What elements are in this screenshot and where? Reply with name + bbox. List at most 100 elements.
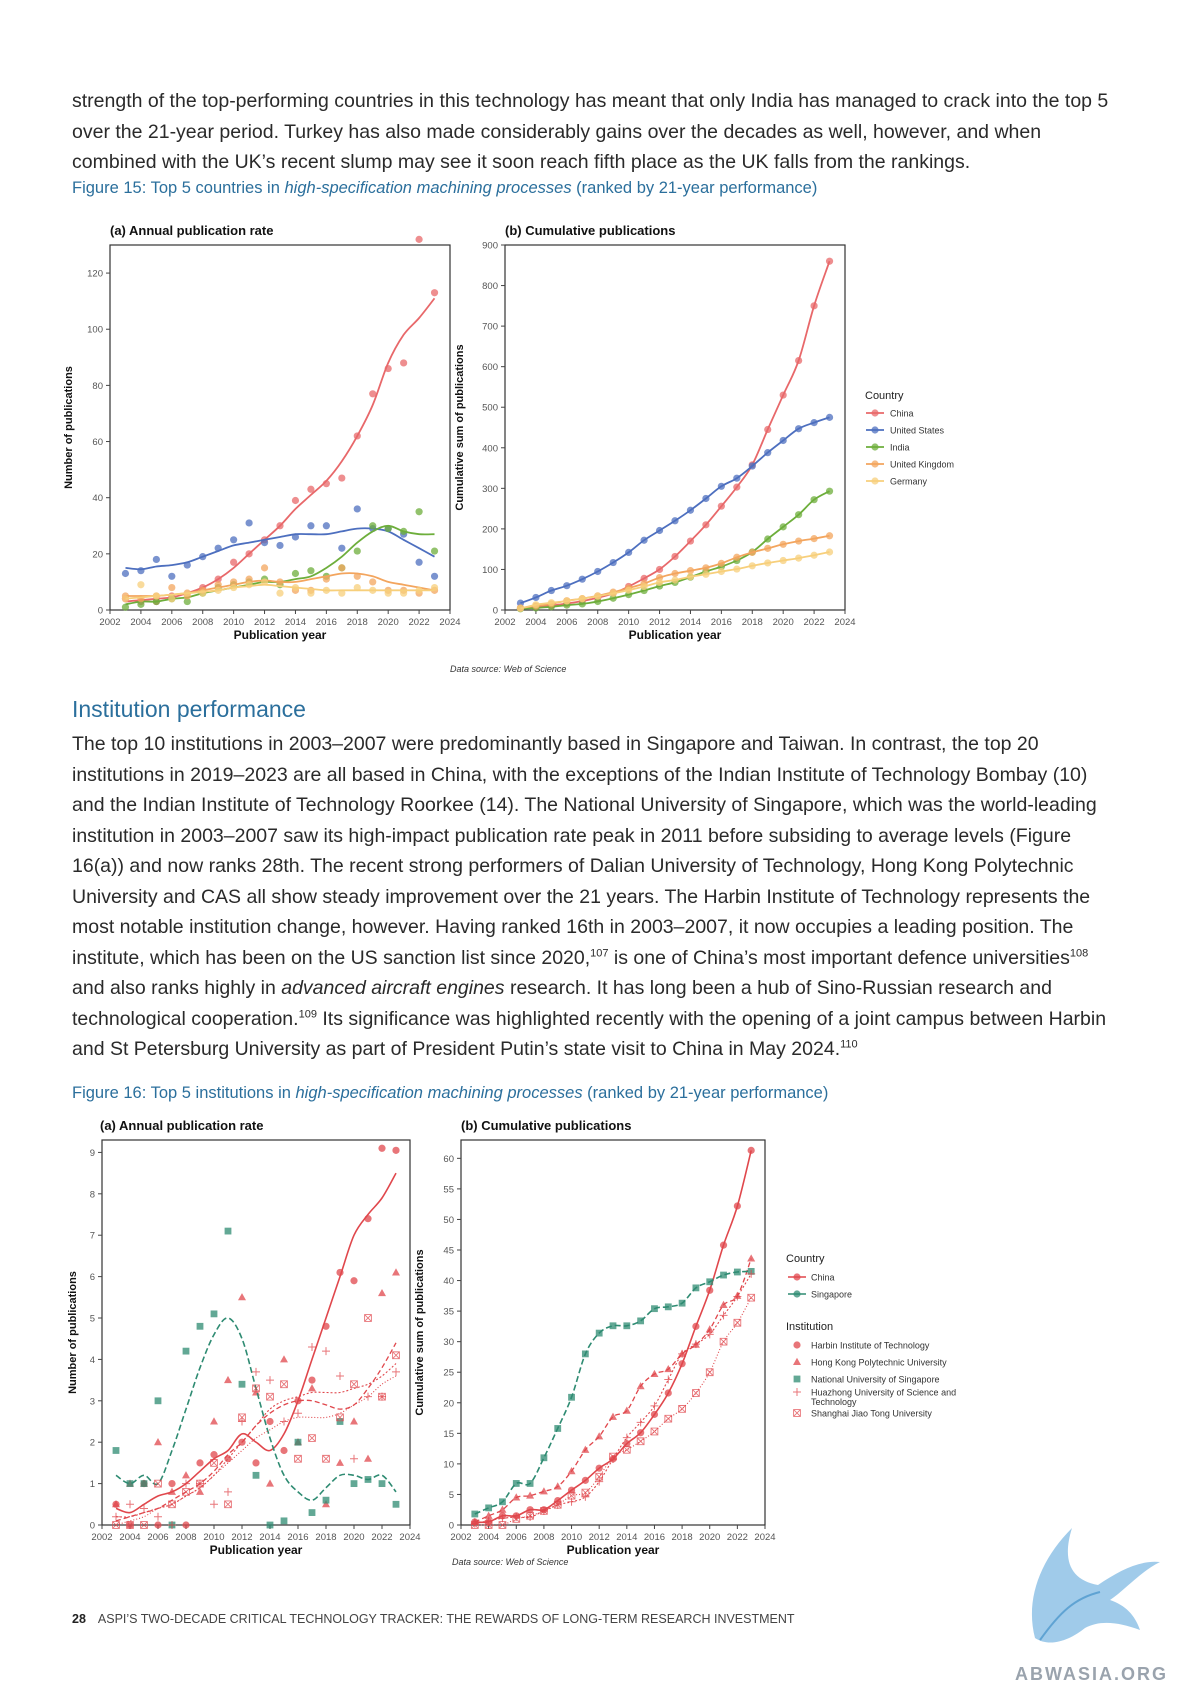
series-line — [125, 297, 436, 603]
data-point — [276, 541, 284, 550]
data-point — [291, 496, 300, 505]
x-tick-label: 2020 — [773, 617, 794, 628]
data-point — [733, 1318, 742, 1327]
x-tick-label: 2006 — [506, 1532, 527, 1543]
x-tick-label: 2024 — [754, 1532, 775, 1543]
data-point — [338, 474, 346, 482]
data-point — [392, 1367, 400, 1376]
data-point — [280, 1355, 288, 1363]
data-point — [140, 1480, 148, 1488]
data-point — [121, 595, 130, 603]
x-tick-label: 2022 — [727, 1532, 748, 1543]
x-tick-label: 2016 — [316, 617, 337, 628]
series-line — [115, 1342, 397, 1522]
body-part-2: is one of China’s most important defence… — [608, 946, 1070, 969]
legend-key-marker — [871, 443, 879, 451]
series-line — [520, 416, 830, 604]
x-tick-label: 2004 — [119, 1532, 140, 1543]
data-point — [266, 1376, 274, 1385]
x-tick-label: 2006 — [147, 1532, 168, 1543]
y-tick-label: 400 — [482, 443, 498, 454]
data-point — [280, 1380, 288, 1389]
y-tick-label: 0 — [449, 1521, 454, 1532]
data-point — [210, 1500, 218, 1509]
series-line — [474, 1297, 752, 1526]
data-point — [140, 1504, 148, 1513]
data-point — [430, 583, 439, 592]
data-point — [484, 1521, 493, 1529]
y-tick-label: 45 — [443, 1246, 454, 1257]
data-point — [121, 603, 130, 611]
plot-frame — [101, 1139, 411, 1526]
legend-label: United Kingdom — [890, 460, 954, 470]
data-point — [199, 589, 207, 597]
x-tick-label: 2016 — [711, 617, 732, 628]
data-point — [210, 1451, 218, 1459]
legend-key-marker — [793, 1273, 801, 1281]
data-point — [336, 1418, 344, 1425]
data-point — [322, 1454, 330, 1463]
legend-key-marker — [871, 409, 879, 417]
footnote-ref-109[interactable]: 109 — [298, 1008, 317, 1020]
data-point — [252, 1384, 260, 1393]
data-point — [307, 485, 315, 493]
data-point — [430, 289, 439, 297]
x-tick-label: 2022 — [409, 617, 430, 628]
y-axis-label: Cumulative sum of publications — [454, 344, 466, 510]
legend-key-marker — [871, 426, 879, 434]
data-point — [266, 1392, 274, 1401]
data-point — [338, 564, 346, 572]
data-point — [350, 1480, 358, 1488]
footnote-ref-110[interactable]: 110 — [840, 1038, 858, 1051]
y-tick-label: 0 — [90, 1521, 95, 1532]
data-point — [126, 1480, 134, 1488]
data-point — [260, 564, 269, 572]
data-point — [512, 1480, 520, 1487]
x-tick-label: 2006 — [161, 617, 182, 628]
legend-key-marker — [793, 1375, 801, 1383]
data-point — [112, 1447, 120, 1454]
data-point — [678, 1405, 686, 1413]
data-point — [581, 1492, 590, 1501]
data-point — [291, 569, 300, 578]
body-part-1: The top 10 institutions in 2003–2007 wer… — [72, 733, 1097, 969]
y-tick-label: 40 — [92, 493, 103, 504]
data-point — [168, 1487, 176, 1495]
footnote-ref-107[interactable]: 107 — [590, 947, 609, 959]
x-tick-label: 2020 — [699, 1532, 720, 1543]
data-point — [322, 1500, 330, 1508]
data-point — [224, 1487, 232, 1496]
y-tick-label: 600 — [482, 362, 498, 373]
data-point — [415, 558, 423, 566]
data-point — [369, 390, 377, 398]
legend-key-marker — [793, 1388, 801, 1396]
y-tick-label: 1 — [90, 1479, 95, 1490]
y-tick-label: 35 — [443, 1307, 454, 1318]
data-point — [280, 1417, 288, 1426]
x-tick-label: 2018 — [742, 617, 763, 628]
plot-frame — [109, 244, 451, 611]
legend-label: Shanghai Jiao Tong University — [811, 1409, 932, 1419]
footnote-ref-108[interactable]: 108 — [1069, 947, 1089, 959]
legend-label: Huazhong University of Science and — [811, 1388, 956, 1398]
legend-label: Technology — [811, 1397, 857, 1407]
x-tick-label: 2010 — [561, 1532, 582, 1543]
data-point — [168, 583, 176, 592]
legend-key-marker — [793, 1290, 801, 1298]
figure-15-caption-italic: high-specification machining processes — [284, 179, 572, 197]
x-tick-label: 2006 — [556, 617, 577, 628]
legend-label: China — [890, 409, 914, 419]
data-point — [622, 1433, 631, 1442]
y-tick-label: 0 — [98, 606, 103, 617]
data-point — [308, 1384, 316, 1392]
x-tick-label: 2012 — [589, 1532, 610, 1543]
x-tick-label: 2012 — [254, 617, 275, 628]
legend-label: Singapore — [811, 1290, 852, 1300]
data-point — [609, 1322, 617, 1330]
data-point — [415, 508, 423, 516]
data-point — [238, 1417, 246, 1426]
data-point — [294, 1454, 302, 1463]
data-point — [238, 1293, 246, 1301]
data-point — [210, 1459, 218, 1467]
